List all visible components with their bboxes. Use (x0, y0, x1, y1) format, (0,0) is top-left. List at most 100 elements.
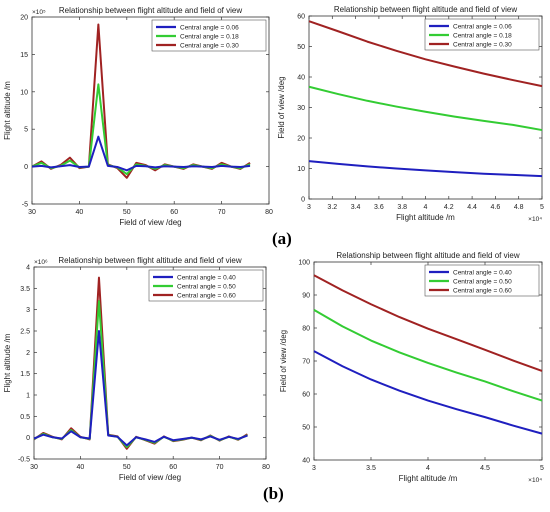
y-tick-label: 10 (297, 166, 305, 173)
legend-entry: Central angle = 0.18 (180, 34, 239, 41)
y-tick-label: 10 (20, 89, 28, 96)
y-tick-label: 30 (297, 105, 305, 112)
y-tick-label: 5 (24, 127, 28, 134)
x-tick-label: 40 (77, 464, 85, 471)
y-tick-label: 2 (26, 350, 30, 357)
chart-title: Relationship between flight altitude and… (334, 5, 517, 14)
y-tick-label: 90 (302, 293, 310, 300)
x-tick-label: 4 (426, 465, 430, 472)
x-tick-label: 80 (265, 209, 273, 216)
legend-entry: Central angle = 0.06 (180, 25, 239, 32)
y-axis-label: Field of view /deg (279, 330, 288, 392)
x-tick-label: 4.5 (480, 465, 490, 472)
series-line-3 (308, 20, 543, 88)
x-exponent-label: ×10⁴ (528, 216, 542, 223)
panel-label-a: (a) (272, 229, 292, 248)
x-axis-label: Flight altitude /m (399, 474, 458, 483)
legend: Central angle = 0.40 Central angle = 0.50… (148, 269, 264, 302)
y-tick-label: 2.5 (20, 329, 30, 336)
legend-entry: Central angle = 0.40 (177, 275, 236, 282)
series-line-1 (313, 350, 543, 435)
y-tick-label: 1.5 (20, 371, 30, 378)
x-axis-label: Field of view /deg (119, 218, 181, 227)
legend-entry: Central angle = 0.06 (453, 24, 512, 31)
legend-entry: Central angle = 0.50 (453, 279, 512, 286)
legend-entry: Central angle = 0.60 (453, 288, 512, 295)
x-tick-label: 3.8 (397, 204, 407, 211)
legend-entry: Central angle = 0.50 (177, 284, 236, 291)
series-line-2 (308, 85, 543, 132)
legend-entry: Central angle = 0.18 (453, 33, 512, 40)
x-tick-label: 4.6 (491, 204, 501, 211)
x-tick-label: 50 (123, 464, 131, 471)
y-tick-label: 70 (302, 359, 310, 366)
y-tick-label: 50 (297, 44, 305, 51)
x-tick-label: 30 (28, 209, 36, 216)
x-exponent-label: ×10⁴ (528, 477, 542, 484)
x-tick-label: 4.8 (514, 204, 524, 211)
legend: Central angle = 0.40 Central angle = 0.50… (424, 264, 540, 297)
series-line-1 (308, 160, 543, 178)
y-tick-label: 0 (301, 197, 305, 204)
x-tick-label: 5 (540, 204, 544, 211)
series-line-2 (313, 308, 543, 402)
x-tick-label: 3.2 (327, 204, 337, 211)
x-tick-label: 4.2 (444, 204, 454, 211)
x-tick-label: 4 (424, 204, 428, 211)
chart-2: 3 3.2 3.4 3.6 3.8 4 4.2 4.4 4.6 4.8 50102030405060… (277, 5, 544, 223)
y-exponent-label: ×10⁶ (34, 259, 48, 266)
panel-label-b: (b) (263, 484, 284, 503)
chart-title: Relationship between flight altitude and… (59, 6, 242, 15)
legend: Central angle = 0.06 Central angle = 0.18… (424, 18, 540, 51)
x-tick-label: 3 (307, 204, 311, 211)
y-tick-label: 80 (302, 326, 310, 333)
y-tick-label: 3.5 (20, 286, 30, 293)
y-tick-label: 0.5 (20, 414, 30, 421)
legend-entry: Central angle = 0.60 (177, 293, 236, 300)
x-tick-label: 60 (169, 464, 177, 471)
y-tick-label: 40 (302, 458, 310, 465)
y-tick-label: 40 (297, 75, 305, 82)
x-tick-label: 3.6 (374, 204, 384, 211)
legend: Central angle = 0.06 Central angle = 0.18… (151, 19, 267, 52)
x-tick-label: 5 (540, 465, 544, 472)
y-tick-label: 20 (20, 15, 28, 22)
x-tick-label: 50 (123, 209, 131, 216)
y-tick-label: 4 (26, 265, 30, 272)
legend-entry: Central angle = 0.30 (453, 42, 512, 49)
x-tick-label: 40 (76, 209, 84, 216)
y-axis-label: Flight altitude /m (3, 333, 12, 392)
y-tick-label: 15 (20, 52, 28, 59)
x-tick-label: 70 (216, 464, 224, 471)
series-line-1 (33, 330, 248, 447)
y-tick-label: 0 (24, 164, 28, 171)
x-axis-label: Flight altitude /m (396, 213, 455, 222)
y-tick-label: -5 (22, 202, 28, 209)
y-tick-label: -0.5 (18, 457, 30, 464)
y-tick-label: 100 (298, 260, 310, 267)
chart-1: 30 40 50 60 70 80 -5 0 5 10 15 20 ×10⁵ Relationship b… (3, 6, 273, 227)
chart-4: 3 3.5 4 4.5 5 40 50 60 70 80 90 100 ×10⁴ Relationship… (279, 251, 544, 484)
legend-entry: Central angle = 0.40 (453, 270, 512, 277)
x-axis-label: Field of view /deg (119, 473, 181, 482)
y-tick-label: 20 (297, 136, 305, 143)
legend-entry: Central angle = 0.30 (180, 43, 239, 50)
y-tick-label: 60 (302, 392, 310, 399)
chart-title: Relationship between flight altitude and… (58, 256, 241, 265)
y-axis-label: Flight altitude /m (3, 81, 12, 140)
chart-3: 30 40 50 60 70 80 -0.5 0 0.5 1 1.5 2 2.5 3 3.5 4 ×10⁶ Rel… (3, 256, 270, 482)
series-line-3 (313, 274, 543, 372)
x-tick-label: 4.4 (467, 204, 477, 211)
series-line-1 (31, 135, 251, 172)
y-tick-label: 50 (302, 425, 310, 432)
chart-title: Relationship between flight altitude and… (336, 251, 519, 260)
x-tick-label: 3 (312, 465, 316, 472)
y-tick-label: 60 (297, 14, 305, 21)
y-exponent-label: ×10⁵ (32, 9, 46, 16)
x-tick-label: 60 (170, 209, 178, 216)
x-tick-label: 3.5 (366, 465, 376, 472)
y-tick-label: 0 (26, 435, 30, 442)
x-tick-label: 3.4 (351, 204, 361, 211)
x-tick-label: 70 (218, 209, 226, 216)
